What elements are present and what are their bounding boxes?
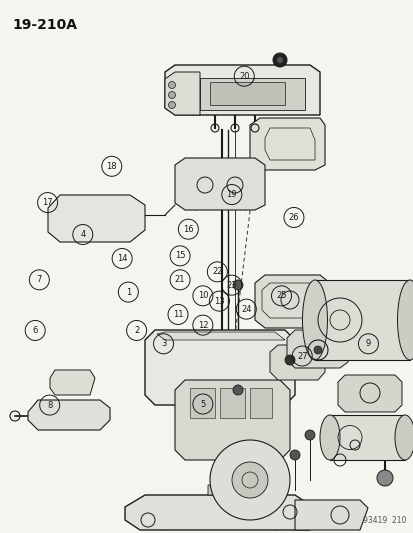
Circle shape [168,82,175,88]
Circle shape [168,101,175,109]
Text: 5: 5 [200,400,205,408]
Text: 7: 7 [37,276,42,284]
Circle shape [304,430,314,440]
Text: 1: 1 [126,288,131,296]
Polygon shape [219,388,244,418]
Circle shape [168,92,175,99]
Polygon shape [175,380,289,460]
Polygon shape [125,495,309,530]
Polygon shape [207,485,221,495]
Text: 22: 22 [211,268,222,276]
Polygon shape [269,345,324,380]
Text: 13: 13 [214,297,224,305]
Polygon shape [48,195,145,242]
Polygon shape [337,375,401,412]
Text: 19-210A: 19-210A [12,18,77,32]
Polygon shape [294,500,367,530]
Polygon shape [50,370,95,395]
Bar [329,415,404,460]
Text: 25: 25 [275,292,286,300]
Polygon shape [145,330,294,405]
Circle shape [284,355,294,365]
Polygon shape [249,118,324,170]
Polygon shape [175,158,264,210]
Text: 3: 3 [161,340,166,348]
Circle shape [233,385,242,395]
Polygon shape [254,275,329,328]
Text: 4: 4 [80,230,85,239]
Polygon shape [199,78,304,110]
Polygon shape [249,388,271,418]
Polygon shape [209,82,284,105]
Text: 8: 8 [47,401,52,409]
Text: 27: 27 [296,352,307,360]
Text: 19: 19 [226,190,237,199]
Ellipse shape [319,415,339,460]
Circle shape [313,346,321,354]
Text: 24: 24 [240,305,251,313]
Circle shape [376,470,392,486]
Text: 15: 15 [174,252,185,260]
Circle shape [276,57,282,63]
Ellipse shape [394,415,413,460]
Circle shape [209,440,289,520]
Circle shape [233,280,242,290]
Text: 9: 9 [365,340,370,348]
Text: 11: 11 [172,310,183,319]
Ellipse shape [302,280,327,360]
Polygon shape [190,388,214,418]
Text: 2: 2 [134,326,139,335]
Text: 12: 12 [197,321,208,329]
Text: 6: 6 [33,326,38,335]
Polygon shape [28,400,110,430]
Circle shape [289,450,299,460]
Text: 26: 26 [288,213,299,222]
Polygon shape [157,332,284,340]
Text: 20: 20 [238,72,249,80]
Text: 14: 14 [116,254,127,263]
Bar [314,280,409,360]
Polygon shape [230,485,243,495]
Text: 18: 18 [106,162,117,171]
Text: 23: 23 [226,281,237,289]
Circle shape [272,53,286,67]
Text: 17: 17 [42,198,53,207]
Text: 93419  210: 93419 210 [362,516,405,525]
Ellipse shape [396,280,413,360]
Text: 21: 21 [174,276,185,284]
Polygon shape [175,385,264,405]
Polygon shape [286,330,347,368]
Polygon shape [165,72,199,115]
Text: 16: 16 [183,225,193,233]
Circle shape [231,462,267,498]
Text: 10: 10 [197,292,208,300]
Polygon shape [165,65,319,115]
